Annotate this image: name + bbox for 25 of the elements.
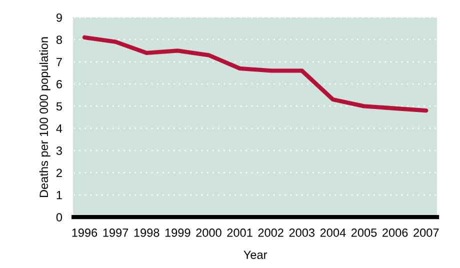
x-tick-label: 1999	[165, 228, 190, 237]
y-tick-label: 2	[56, 168, 62, 177]
y-tick-label: 1	[56, 191, 62, 200]
x-tick-label: 2004	[320, 228, 346, 237]
line-series	[82, 35, 428, 113]
y-tick-label: 5	[56, 102, 62, 111]
x-tick-label: 2001	[227, 228, 252, 237]
x-tick-label: 1998	[134, 228, 160, 237]
y-axis-title: Deaths per 100 000 population	[39, 37, 50, 198]
x-tick-label: 1996	[72, 228, 98, 237]
y-tick-label: 6	[56, 80, 62, 88]
y-tick-label: 3	[56, 146, 62, 155]
x-tick-label: 2002	[258, 228, 284, 237]
x-tick-label: 2005	[351, 228, 377, 237]
x-tick-label: 2000	[196, 228, 222, 237]
x-tick-label: 1997	[103, 228, 128, 237]
x-axis-title: Year	[244, 250, 268, 259]
y-tick-label: 0	[56, 213, 62, 222]
y-tick-label: 8	[56, 36, 62, 44]
y-tick-label: 9	[56, 13, 62, 22]
x-tick-label: 2007	[414, 228, 439, 237]
x-tick-label: 2006	[382, 228, 408, 237]
y-tick-label: 7	[56, 58, 62, 66]
y-tick-label: 4	[56, 124, 62, 133]
x-tick-label: 2003	[289, 228, 315, 237]
